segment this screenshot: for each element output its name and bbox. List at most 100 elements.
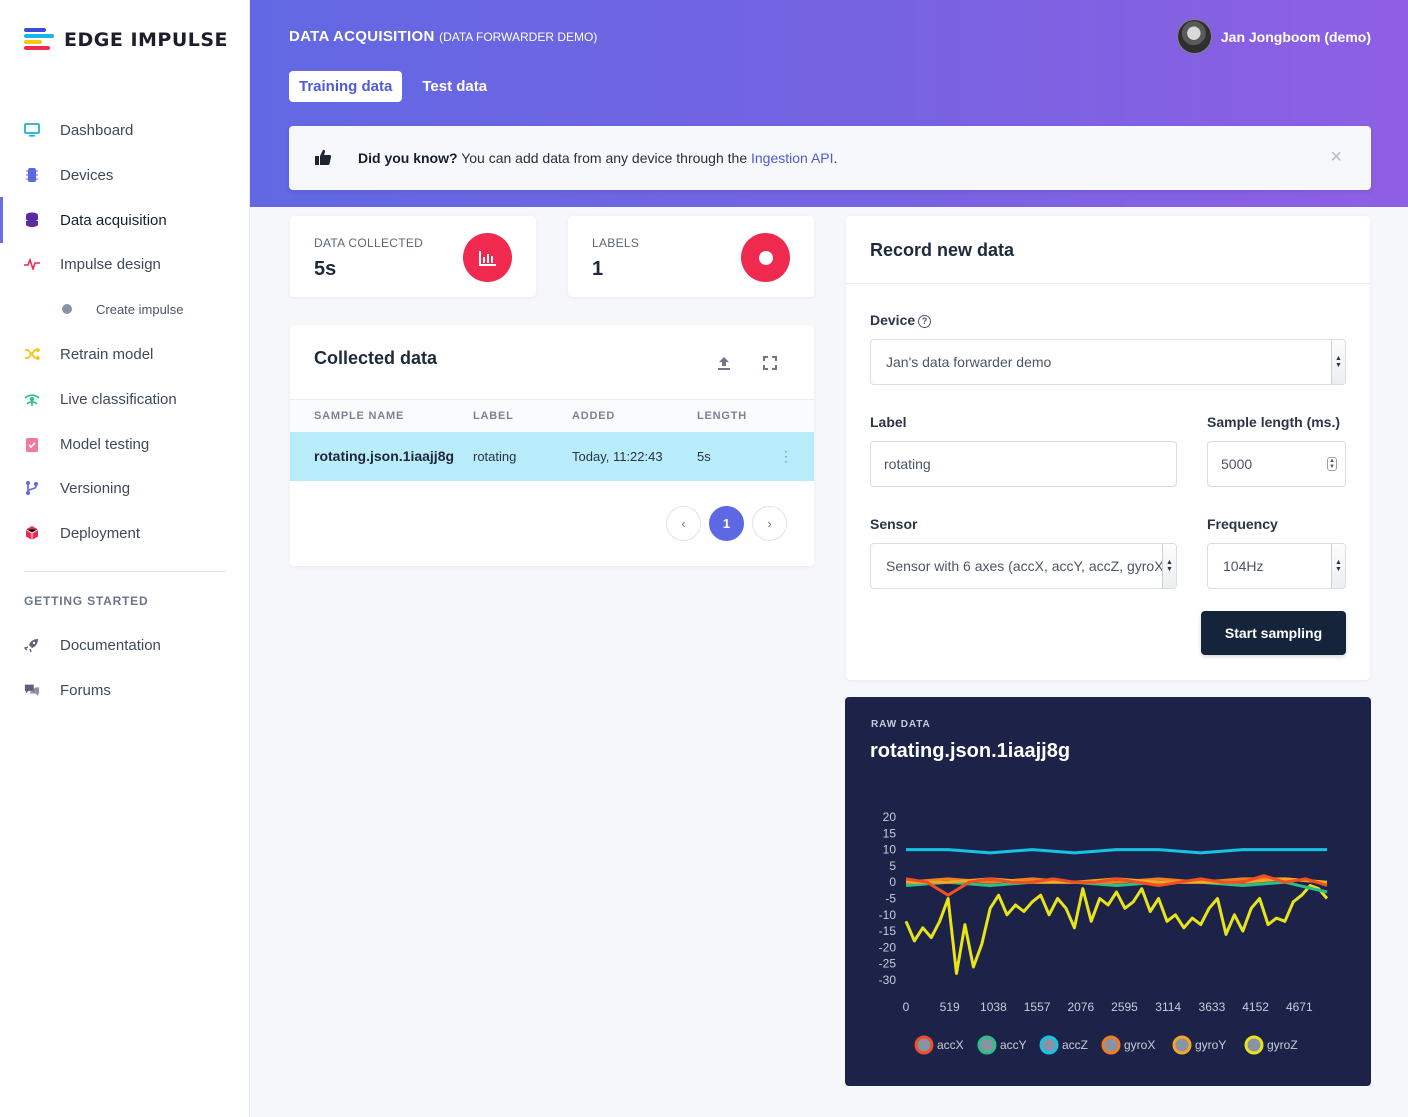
row-menu-icon[interactable]: ⋮ (779, 448, 793, 464)
device-select-value: Jan's data forwarder demo (886, 354, 1052, 370)
user-name: Jan Jongboom (demo) (1220, 28, 1371, 45)
cube-icon (24, 525, 40, 541)
data-tabs: Training data Test data (289, 71, 497, 102)
y-tick-label: -20 (879, 940, 897, 954)
sidebar-item-forums[interactable]: Forums (0, 675, 249, 705)
help-icon[interactable]: ? (918, 315, 932, 328)
x-tick-label: 1038 (980, 1000, 1007, 1014)
legend-label-gyroZ[interactable]: gyroZ (1267, 1038, 1298, 1052)
sidebar-item-label: Data acquisition (60, 211, 167, 229)
legend-label-gyroX[interactable]: gyroX (1124, 1038, 1155, 1052)
legend-label-accX[interactable]: accX (937, 1038, 964, 1052)
sidebar-item-create-impulse[interactable]: Create impulse (0, 294, 249, 324)
edge-impulse-logo[interactable]: EDGE IMPULSE (24, 28, 228, 52)
series-line-accX (905, 874, 1328, 897)
chevron-down-icon: ▲ ▼ (1162, 544, 1176, 588)
device-select[interactable]: Jan's data forwarder demo ▲ ▼ (870, 339, 1346, 385)
col-label[interactable]: LABEL (473, 410, 514, 422)
sidebar-item-impulse-design[interactable]: Impulse design (0, 249, 249, 279)
col-sample-name[interactable]: SAMPLE NAME (314, 410, 405, 422)
legend-marker-accY[interactable] (977, 1035, 997, 1055)
y-tick-label: -5 (885, 892, 896, 906)
legend-marker-gyroY[interactable] (1172, 1035, 1192, 1055)
sidebar-item-data-acquisition[interactable]: Data acquisition (0, 197, 249, 243)
did-you-know-notice: Did you know? You can add data from any … (289, 126, 1371, 190)
sidebar-item-documentation[interactable]: Documentation (0, 630, 249, 660)
tab-test-data[interactable]: Test data (422, 78, 488, 95)
sidebar-item-retrain-model[interactable]: Retrain model (0, 339, 249, 369)
data-collected-value: 5s (314, 258, 337, 280)
sensor-select-value: Sensor with 6 axes (accX, accY, accZ, gy… (886, 558, 1176, 574)
close-icon[interactable]: × (1330, 146, 1342, 168)
sidebar-item-deployment[interactable]: Deployment (0, 518, 249, 548)
monitor-icon (24, 122, 40, 138)
page-1-button[interactable]: 1 (709, 506, 744, 541)
sidebar-item-model-testing[interactable]: Model testing (0, 429, 249, 459)
sample-length-input[interactable]: 5000 ▲ ▼ (1207, 441, 1346, 487)
legend-label-accY[interactable]: accY (1000, 1038, 1027, 1052)
label-input-value: rotating (884, 456, 931, 472)
logo-icon (24, 28, 54, 52)
ingestion-api-link[interactable]: Ingestion API (751, 150, 834, 166)
data-collected-label: DATA COLLECTED (314, 236, 424, 250)
bar-chart-icon (463, 233, 512, 282)
start-sampling-button[interactable]: Start sampling (1201, 611, 1346, 655)
legend-label-accZ[interactable]: accZ (1062, 1038, 1088, 1052)
chevron-down-icon: ▲ ▼ (1331, 340, 1345, 384)
sidebar-item-devices[interactable]: Devices (0, 160, 249, 190)
user-menu[interactable]: Jan Jongboom (demo) (1176, 19, 1371, 54)
rocket-icon (24, 637, 40, 653)
table-row[interactable]: rotating.json.1iaajj8g rotating Today, 1… (290, 432, 814, 481)
page-header: DATA ACQUISITION (DATA FORWARDER DEMO) J… (250, 0, 1408, 207)
frequency-label: Frequency (1207, 516, 1278, 532)
getting-started-heading: GETTING STARTED (24, 594, 149, 608)
legend-label-gyroY[interactable]: gyroY (1195, 1038, 1226, 1052)
collected-data-card: Collected data SAMPLE NAME LABEL ADDED L… (290, 325, 814, 566)
sidebar-item-versioning[interactable]: Versioning (0, 473, 249, 503)
legend-marker-accX[interactable] (914, 1035, 934, 1055)
upload-icon[interactable] (716, 355, 732, 371)
col-added[interactable]: ADDED (572, 410, 616, 422)
frequency-select[interactable]: 104Hz ▲ ▼ (1207, 543, 1346, 589)
labels-value: 1 (592, 258, 604, 280)
label-label: Label (870, 414, 907, 430)
y-tick-label: -15 (879, 924, 897, 938)
y-tick-label: 0 (889, 875, 896, 889)
sidebar-item-label: Live classification (60, 390, 177, 408)
labels-card: LABELS 1 (568, 216, 814, 297)
notice-text: Did you know? You can add data from any … (358, 150, 837, 166)
stepper-icon[interactable]: ▲ ▼ (1327, 457, 1337, 471)
sensor-select[interactable]: Sensor with 6 axes (accX, accY, accZ, gy… (870, 543, 1177, 589)
y-tick-label: 10 (883, 843, 897, 857)
prev-page-button[interactable]: ‹ (666, 506, 701, 541)
sidebar-item-label: Impulse design (60, 255, 161, 273)
sidebar-item-dashboard[interactable]: Dashboard (0, 115, 249, 145)
y-tick-label: -25 (879, 957, 897, 971)
tab-training-data[interactable]: Training data (289, 71, 403, 102)
x-tick-label: 0 (903, 1000, 910, 1014)
pagination: ‹ 1 › (666, 506, 787, 541)
legend-marker-accZ[interactable] (1039, 1035, 1059, 1055)
sidebar-item-label: Dashboard (60, 121, 134, 139)
row-length: 5s (697, 449, 711, 464)
sidebar-item-live-classification[interactable]: Live classification (0, 384, 249, 414)
sidebar-item-label: Forums (60, 681, 111, 699)
page-title: DATA ACQUISITION (DATA FORWARDER DEMO) (289, 28, 597, 45)
legend-marker-gyroZ[interactable] (1244, 1035, 1264, 1055)
thumbs-up-icon (315, 149, 332, 165)
raw-data-card: RAW DATA rotating.json.1iaajj8g 20 15 10 5 0… (845, 697, 1371, 1086)
y-tick-label: 5 (889, 859, 896, 873)
label-input[interactable]: rotating (870, 441, 1177, 487)
x-tick-label: 519 (940, 1000, 960, 1014)
page-title-sub: (DATA FORWARDER DEMO) (439, 30, 598, 44)
collected-data-title: Collected data (314, 348, 438, 368)
sample-length-value: 5000 (1221, 456, 1253, 472)
y-tick-label: -10 (879, 908, 897, 922)
sidebar-item-label: Deployment (60, 524, 141, 542)
next-page-button[interactable]: › (752, 506, 787, 541)
series-line-accY (905, 880, 1328, 894)
legend-marker-gyroX[interactable] (1101, 1035, 1121, 1055)
expand-icon[interactable] (762, 355, 778, 371)
row-sample-name[interactable]: rotating.json.1iaajj8g (314, 448, 455, 464)
col-length[interactable]: LENGTH (697, 410, 748, 422)
